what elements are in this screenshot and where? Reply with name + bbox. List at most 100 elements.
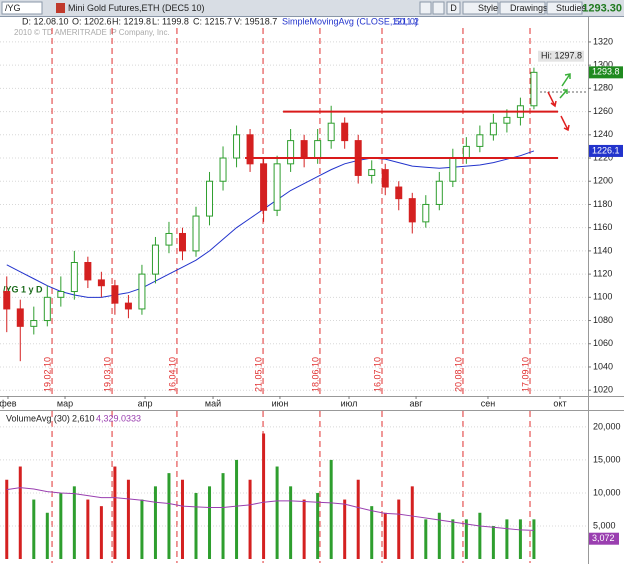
volume-readout: 2,610: [72, 413, 95, 423]
copyright: 2010 © TD AMERITRADE IP Company, Inc.: [14, 28, 170, 37]
volume-bar: [72, 486, 76, 559]
button[interactable]: [446, 1, 461, 15]
y-tick-label: 1060: [593, 338, 613, 348]
study-label: SimpleMovingAvg (CLOSE, 50, 0): [282, 16, 418, 26]
y-tick-label: 10,000: [593, 487, 621, 497]
event-label: 21.05.10: [253, 357, 263, 392]
volume-readout: 4,329.0333: [96, 413, 141, 423]
y-tick-label: 1020: [593, 385, 613, 395]
volume-bar: [370, 506, 374, 559]
candle-body: [381, 169, 389, 188]
tool-button[interactable]: [432, 1, 445, 15]
candle-body: [476, 134, 484, 147]
price-tag: [589, 66, 623, 79]
y-tick-label: 1180: [593, 199, 612, 209]
symbol-label: /YG 1 y D: [3, 284, 43, 294]
y-tick-label: 1220: [593, 152, 613, 162]
volume-tag-label: 3,072: [592, 533, 615, 543]
drawing-arrow: [559, 89, 568, 99]
volume-bar: [235, 459, 239, 559]
volume-bar: [5, 479, 9, 559]
button-label: Studies: [556, 3, 587, 13]
volume-bar: [424, 519, 428, 559]
button[interactable]: [462, 1, 499, 15]
volume-bar: [113, 466, 117, 559]
high-tag: [538, 50, 584, 62]
symbol: /YG: [5, 3, 21, 13]
candle-body: [300, 140, 308, 159]
volume-bar: [153, 486, 157, 559]
volume-bar: [221, 473, 225, 559]
volume-bar: [410, 486, 414, 559]
candle-body: [97, 279, 105, 287]
volume-bar: [99, 506, 103, 559]
volume-bar: [289, 486, 293, 559]
sma-line: [6, 150, 535, 298]
high-label: Hi: 1297.8: [541, 51, 582, 61]
tool-button[interactable]: [419, 1, 432, 15]
x-tick-label: сен: [481, 398, 496, 408]
y-tick-label: 1140: [593, 245, 612, 255]
event-label: 18.06.10: [310, 357, 320, 392]
price-tag: [589, 144, 623, 157]
volume-title: VolumeAvg (30): [6, 413, 70, 423]
price-tag-label: 1293.8: [592, 67, 620, 77]
drawing-arrow: [547, 91, 557, 108]
x-tick-label: июл: [341, 398, 358, 408]
y-tick-label: 15,000: [593, 454, 621, 464]
candle-body: [246, 134, 254, 165]
drawing-arrow: [560, 115, 570, 132]
volume-bar: [208, 486, 212, 559]
volume-bar: [491, 525, 495, 559]
button[interactable]: [499, 1, 546, 15]
volume-bar: [194, 492, 198, 559]
volume-bar: [518, 519, 522, 559]
button[interactable]: [546, 1, 583, 15]
volume-bar: [59, 492, 63, 559]
x-tick-label: окт: [553, 398, 566, 408]
y-tick-label: 1300: [593, 60, 613, 70]
symbol-input[interactable]: [1, 1, 43, 15]
volume-bar: [464, 519, 468, 559]
y-tick-label: 1260: [593, 106, 613, 116]
candle-body: [192, 215, 200, 252]
candle-body: [395, 186, 403, 200]
cursor-info: L: 1199.8: [152, 16, 189, 26]
candle-body: [503, 116, 511, 124]
volume-bar: [383, 512, 387, 559]
candle-body: [16, 308, 24, 327]
candle-body: [408, 198, 416, 223]
y-tick-label: 20,000: [593, 421, 621, 431]
candle-body: [30, 320, 38, 327]
volume-bar: [18, 466, 22, 559]
volume-bar: [329, 459, 333, 559]
volume-bar: [437, 512, 441, 559]
volume-avg-line: [6, 487, 534, 531]
volume-bar: [126, 479, 130, 559]
button-label: Style: [478, 3, 498, 13]
cursor-info: O: 1202.6: [72, 16, 112, 26]
y-tick-label: 1040: [593, 361, 613, 371]
last-price: 1293.30: [582, 2, 622, 14]
candle-body: [3, 291, 11, 310]
candle-body: [124, 302, 132, 310]
cursor-info: C: 1215.7: [193, 16, 232, 26]
y-tick-label: 1160: [593, 222, 612, 232]
candle-body: [165, 232, 173, 246]
description: Mini Gold Futures,ETH (DEC5 10): [68, 3, 205, 13]
candle-body: [530, 71, 538, 107]
cursor-info: D: 12.08.10: [22, 16, 69, 26]
candle-body: [368, 169, 376, 176]
event-label: 19.02.10: [42, 357, 52, 392]
button-label: D: [450, 3, 457, 13]
volume-bar: [356, 479, 360, 559]
event-label: 19.03.10: [102, 357, 112, 392]
volume-bar: [316, 492, 320, 559]
volume-bar: [180, 479, 184, 559]
candle-body: [43, 296, 51, 322]
y-tick-label: 1240: [593, 129, 613, 139]
button-label: Drawings: [510, 3, 548, 13]
event-label: 20.08.10: [453, 357, 463, 392]
